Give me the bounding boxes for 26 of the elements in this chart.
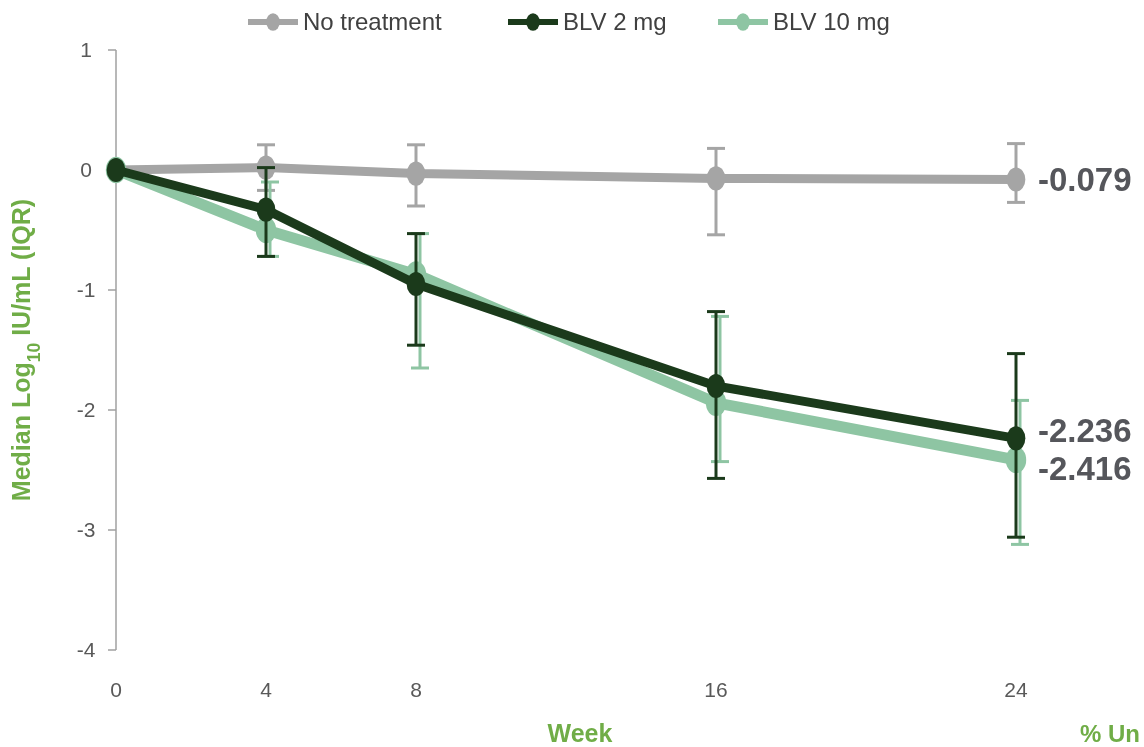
y-tick-label: -3 [76,518,96,542]
x-axis-title: Week [547,719,613,747]
point [1006,426,1026,451]
legend-label: No treatment [303,8,443,36]
point [406,271,426,297]
data-label: -0.079 [1038,161,1132,199]
point [256,197,276,222]
point [706,166,726,191]
x-tick-label: 24 [1004,678,1028,701]
y-tick-label: 1 [80,38,92,62]
point [406,161,426,186]
x-tick-label: 8 [410,678,422,701]
x-tick-label: 0 [110,678,122,701]
y-tick-label: 0 [80,158,92,182]
legend-label: BLV 2 mg [563,8,667,36]
data-label: -2.236 [1038,412,1132,450]
y-tick-label: -2 [76,398,96,422]
text: % Un [1080,720,1140,747]
y-tick-label: -1 [76,278,96,302]
y-tick-label: -4 [76,638,96,662]
legend-label: BLV 10 mg [773,8,890,36]
point [706,373,726,399]
data-label: -2.416 [1038,450,1132,488]
point [1006,167,1026,192]
x-tick-label: 4 [260,678,273,701]
x-tick-label: 16 [704,678,728,701]
